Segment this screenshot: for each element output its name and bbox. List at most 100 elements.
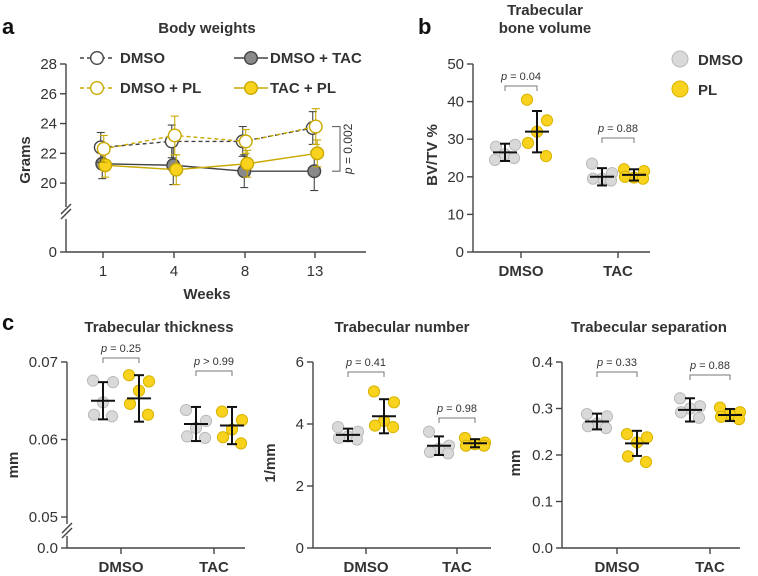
y-tick-label: 0.4 (532, 354, 553, 371)
legend-label: DMSO + PL (120, 80, 201, 97)
data-point (167, 128, 182, 143)
panel-label-b: b (418, 14, 431, 39)
y-tick-label: 0 (296, 540, 304, 557)
data-point (367, 385, 381, 398)
data-point (310, 146, 325, 161)
y-tick-label: 4 (296, 416, 304, 433)
data-point (674, 406, 688, 419)
x-category-label: DMSO (344, 559, 389, 576)
y-tick-label: 10 (447, 206, 464, 223)
data-point (585, 157, 599, 170)
significance-bracket (438, 417, 476, 423)
y-tick-label: 0.07 (29, 354, 58, 371)
data-point (489, 140, 503, 153)
data-point (386, 421, 400, 434)
legend-marker (243, 51, 258, 66)
series-line (103, 125, 316, 150)
chart-title-line: Trabecular (507, 2, 583, 19)
data-point (106, 376, 120, 389)
trabecular-number-chart: Trabecular number 0 2 4 6 DMSO TAC 1/mm p = 0.41… (262, 319, 492, 576)
data-point (169, 162, 184, 177)
y-axis-break-2 (61, 527, 73, 539)
legend-marker (89, 80, 104, 95)
data-point (215, 405, 229, 418)
chart-title: Trabecular separation (571, 319, 727, 336)
y-tick-label-zero: 0 (49, 244, 57, 261)
data-point (238, 134, 253, 149)
y-tick-label: 30 (447, 131, 464, 148)
series-line (100, 127, 313, 149)
y-tick-label: 0 (456, 244, 464, 261)
y-tick-label: 0.1 (532, 494, 553, 511)
data-point (387, 396, 401, 409)
x-category-label: TAC (603, 263, 633, 280)
legend-marker (243, 80, 258, 95)
y-tick-label: 28 (40, 56, 57, 73)
p-value-label: p > 0.99 (193, 356, 234, 368)
data-point (234, 437, 248, 450)
legend-marker (89, 51, 104, 66)
trabecular-thickness-chart: Trabecular thickness 0.05 0.06 0.07 0.0 DMSO T… (5, 319, 249, 576)
panel-label-a: a (2, 14, 15, 39)
data-point (521, 136, 535, 150)
x-tick-label: 4 (170, 263, 178, 280)
x-axis-label: Weeks (183, 286, 230, 303)
y-axis-break-1 (61, 522, 73, 534)
data-point (141, 408, 155, 421)
data-point (180, 430, 194, 443)
data-point (235, 414, 249, 427)
data-point (240, 156, 255, 171)
data-point (105, 410, 119, 423)
significance-bracket (332, 125, 341, 172)
data-point (540, 114, 554, 127)
p-value-label: p = 0.88 (689, 360, 730, 372)
x-tick-label: 8 (241, 263, 249, 280)
significance-bracket (601, 137, 635, 143)
y-tick-label: 50 (447, 56, 464, 73)
y-tick-label: 0.2 (532, 447, 553, 464)
data-point (618, 170, 632, 183)
x-tick-label: 13 (307, 263, 324, 280)
data-point (96, 141, 111, 156)
y-tick-label: 26 (40, 86, 57, 103)
significance-bracket (689, 374, 731, 380)
y-tick-label: 0.06 (29, 432, 58, 449)
data-point (508, 138, 522, 151)
y-tick-label: 40 (447, 94, 464, 111)
significance-bracket (504, 85, 538, 91)
y-axis-break-1 (60, 203, 72, 215)
y-axis-label: mm (507, 450, 524, 477)
legend-label: DMSO (120, 50, 165, 67)
y-tick-label: 6 (296, 354, 304, 371)
legend-label: DMSO + TAC (270, 50, 362, 67)
legend-marker (671, 80, 689, 98)
data-point (142, 375, 156, 388)
p-value-label: p = 0.25 (100, 343, 141, 355)
x-category-label: TAC (442, 559, 472, 576)
y-tick-label: 2 (296, 478, 304, 495)
significance-bracket (596, 371, 638, 377)
legend-label: PL (698, 82, 717, 99)
series-line (105, 152, 318, 171)
legend-label: DMSO (698, 52, 743, 69)
data-point (714, 410, 728, 423)
x-category-label: DMSO (499, 263, 544, 280)
x-category-label: DMSO (595, 559, 640, 576)
data-point (123, 397, 137, 410)
data-point (441, 447, 455, 460)
y-tick-label: 0.05 (29, 509, 58, 526)
data-point (307, 164, 322, 179)
chart-title: Trabecular thickness (84, 319, 233, 336)
y-axis-label: BV/TV % (424, 124, 441, 186)
y-axis-label: Grams (17, 136, 34, 184)
p-value-label: p = 0.33 (596, 357, 637, 369)
body-weights-chart: Body weights 20 22 24 26 28 0 1 4 8 13 Weeks Grams p … (17, 20, 366, 303)
significance-bracket (347, 371, 385, 377)
y-tick-label: 0.3 (532, 401, 553, 418)
y-tick-label: 20 (447, 169, 464, 186)
data-point (488, 153, 502, 166)
p-value-label: p = 0.98 (436, 403, 477, 415)
legend-label: TAC + PL (270, 80, 336, 97)
y-tick-label: 0.0 (532, 540, 553, 557)
data-point (216, 431, 230, 444)
